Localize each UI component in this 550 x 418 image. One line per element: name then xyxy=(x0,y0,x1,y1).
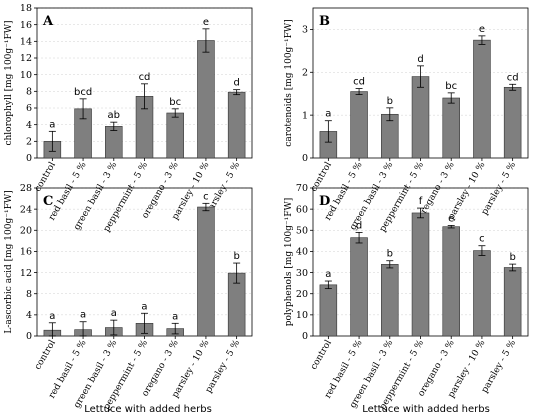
category-label: control xyxy=(33,338,58,371)
significance-letter: f xyxy=(419,196,423,207)
bar xyxy=(227,91,246,159)
panel-label: B xyxy=(319,14,330,29)
significance-letter: b xyxy=(387,249,393,260)
y-tick-label: 2 xyxy=(26,137,32,148)
y-axis-title: polyphenols [mg 100g⁻¹FW] xyxy=(284,198,294,327)
y-axis-title: carotenoids [mg 100g⁻¹FW] xyxy=(284,19,294,146)
y-tick-label: 20 xyxy=(20,225,32,236)
y-tick-label: 0 xyxy=(26,153,32,164)
y-axis-title: L-ascorbic acid [mg 100g⁻¹FW] xyxy=(4,190,14,333)
y-tick-label: 2 xyxy=(302,67,308,78)
category-label: parsley - 5 % xyxy=(204,338,243,395)
significance-letter: a xyxy=(325,269,331,280)
panel-label: D xyxy=(319,194,330,209)
significance-letter: d xyxy=(417,54,423,65)
significance-letter: a xyxy=(80,310,86,321)
y-tick-label: 14 xyxy=(20,37,32,48)
y-tick-label: 50 xyxy=(296,225,308,236)
y-tick-label: 28 xyxy=(20,183,32,194)
significance-letter: e xyxy=(203,17,209,28)
y-tick-label: 70 xyxy=(296,183,308,194)
y-tick-label: 40 xyxy=(296,247,308,258)
bar xyxy=(197,40,215,159)
bar xyxy=(503,267,522,337)
y-tick-label: 8 xyxy=(26,87,32,98)
y-tick-label: 0 xyxy=(302,153,308,164)
panel-label: C xyxy=(43,194,53,209)
significance-letter: cd xyxy=(353,77,365,88)
bar xyxy=(503,86,522,159)
significance-letter: b xyxy=(233,251,239,262)
significance-letter: d xyxy=(233,78,239,89)
y-tick-label: 1 xyxy=(302,110,308,121)
significance-letter: c xyxy=(203,191,209,202)
x-axis-title-left: Lettuce with added herbs xyxy=(84,404,212,415)
significance-letter: bc xyxy=(169,97,181,108)
bar xyxy=(350,91,368,159)
significance-letter: bcd xyxy=(74,87,92,98)
y-axis-title: chlorophyll [mg 100g⁻¹FW] xyxy=(4,20,14,145)
significance-letter: e xyxy=(448,213,454,224)
bar xyxy=(197,206,215,337)
y-tick-label: 60 xyxy=(296,204,308,215)
significance-letter: a xyxy=(49,119,55,130)
y-tick-label: 20 xyxy=(296,289,308,300)
bar xyxy=(442,97,460,159)
category-label: parsley - 5 % xyxy=(480,338,519,395)
bar xyxy=(442,226,460,337)
y-tick-label: 8 xyxy=(26,289,32,300)
y-tick-label: 3 xyxy=(302,25,308,36)
significance-letter: b xyxy=(509,252,515,263)
y-tick-label: 18 xyxy=(20,3,32,14)
panel-label: A xyxy=(42,14,54,29)
y-tick-label: 30 xyxy=(296,268,308,279)
bar xyxy=(473,39,491,159)
x-axis-title-right: Lettuce with added herbs xyxy=(362,404,490,415)
significance-letter: bc xyxy=(445,81,457,92)
significance-letter: ab xyxy=(108,110,120,121)
bar xyxy=(411,212,430,337)
bar xyxy=(411,76,430,159)
y-tick-label: 4 xyxy=(26,120,32,131)
y-tick-label: 6 xyxy=(26,103,32,114)
significance-letter: cd xyxy=(139,72,151,83)
y-tick-label: 24 xyxy=(20,204,32,215)
y-tick-label: 0 xyxy=(302,331,308,342)
significance-letter: d xyxy=(356,220,362,231)
significance-letter: a xyxy=(111,308,117,319)
y-tick-label: 10 xyxy=(20,70,32,81)
category-label: control xyxy=(309,338,334,371)
bar xyxy=(350,237,368,337)
significance-letter: a xyxy=(141,301,147,312)
y-tick-label: 4 xyxy=(26,310,32,321)
bar xyxy=(166,112,184,159)
y-tick-label: 12 xyxy=(20,268,32,279)
significance-letter: b xyxy=(387,96,393,107)
significance-letter: a xyxy=(172,311,178,322)
y-tick-label: 10 xyxy=(296,310,308,321)
y-tick-label: 12 xyxy=(20,53,32,64)
bar xyxy=(319,284,338,337)
bar xyxy=(473,250,491,337)
bar xyxy=(381,264,399,337)
y-tick-label: 0 xyxy=(26,331,32,342)
significance-letter: a xyxy=(325,109,331,120)
significance-letter: a xyxy=(49,311,55,322)
bar xyxy=(105,126,123,159)
category-label: parsley - 5 % xyxy=(480,160,519,217)
y-tick-label: 16 xyxy=(20,20,32,31)
y-tick-label: 16 xyxy=(20,247,32,258)
significance-letter: e xyxy=(479,24,485,35)
significance-letter: c xyxy=(479,234,485,245)
significance-letter: cd xyxy=(507,72,519,83)
